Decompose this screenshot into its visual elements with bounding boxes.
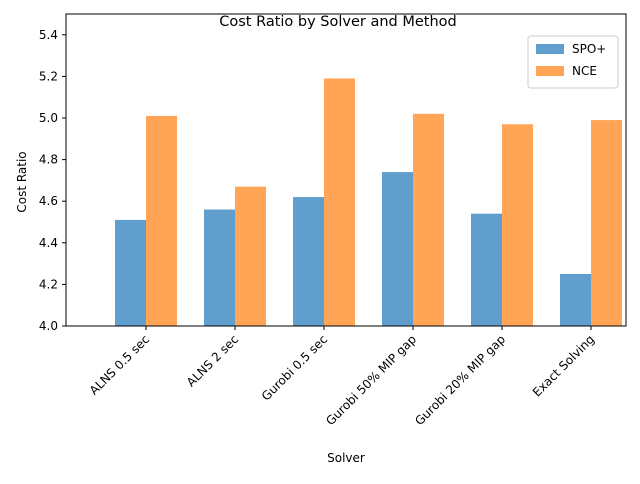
x-tick-label: Gurobi 50% MIP gap bbox=[323, 332, 419, 428]
y-tick-label: 5.0 bbox=[39, 111, 58, 125]
y-tick-label: 4.0 bbox=[39, 319, 58, 333]
bar-spo-2 bbox=[293, 197, 324, 326]
legend-label: NCE bbox=[572, 64, 597, 78]
y-axis: 4.0 4.2 4.4 4.6 4.8 5.0 5.2 5.4 bbox=[39, 28, 66, 333]
x-tick-label: Gurobi 20% MIP gap bbox=[412, 332, 508, 428]
bar-nce-5 bbox=[591, 120, 622, 326]
bar-spo-5 bbox=[560, 274, 591, 326]
bar-spo-4 bbox=[471, 213, 502, 326]
bars-group bbox=[115, 78, 622, 327]
y-tick-label: 4.2 bbox=[39, 277, 58, 291]
x-tick-label: Gurobi 0.5 sec bbox=[259, 332, 330, 403]
y-tick-label: 4.6 bbox=[39, 194, 58, 208]
bar-nce-4 bbox=[502, 124, 533, 327]
bar-spo-3 bbox=[382, 172, 413, 326]
legend-swatch bbox=[536, 66, 564, 76]
bar-nce-3 bbox=[413, 113, 444, 326]
bar-nce-2 bbox=[324, 78, 355, 326]
x-tick-label: Exact Solving bbox=[530, 332, 597, 399]
legend: SPO+ NCE bbox=[527, 35, 619, 89]
y-tick-label: 5.4 bbox=[39, 28, 58, 42]
x-tick-label: ALNS 0.5 sec bbox=[87, 332, 152, 397]
bar-nce-1 bbox=[235, 186, 266, 326]
legend-swatch bbox=[536, 44, 564, 54]
plot-frame bbox=[65, 13, 627, 327]
y-axis-label: Cost Ratio bbox=[15, 151, 29, 212]
bar-nce-0 bbox=[146, 115, 177, 326]
chart-title: Cost Ratio by Solver and Method bbox=[219, 14, 457, 30]
x-tick-label: ALNS 2 sec bbox=[184, 332, 241, 389]
x-axis: ALNS 0.5 sec ALNS 2 sec Gurobi 0.5 secGuro… bbox=[87, 326, 597, 428]
y-tick-label: 4.4 bbox=[39, 236, 58, 250]
x-axis-label: Solver bbox=[327, 451, 365, 465]
legend-label: SPO+ bbox=[572, 42, 606, 56]
bar-spo-1 bbox=[204, 209, 235, 326]
y-tick-label: 4.8 bbox=[39, 153, 58, 167]
bar-spo-0 bbox=[115, 219, 146, 326]
y-tick-label: 5.2 bbox=[39, 69, 58, 83]
